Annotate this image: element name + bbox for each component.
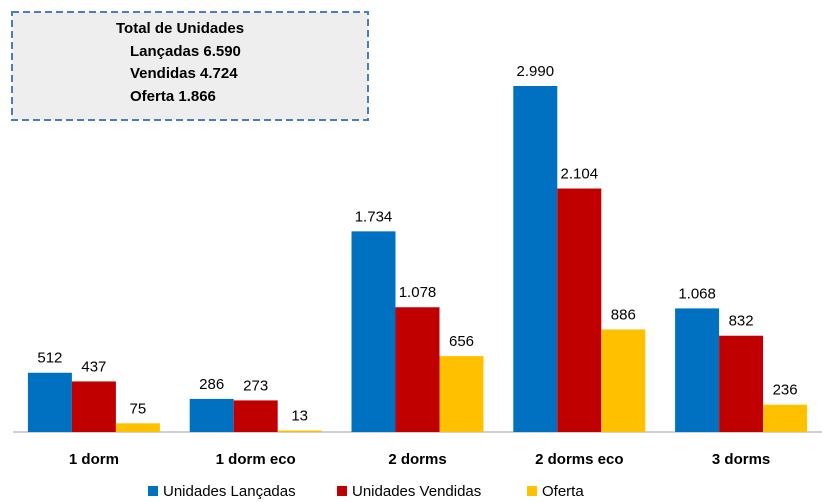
bar [233, 400, 278, 432]
x-tick-label: 1 dorm eco [216, 451, 296, 468]
legend-label: Unidades Vendidas [352, 483, 481, 500]
bar [601, 329, 646, 432]
data-label: 886 [611, 306, 636, 323]
bar [719, 335, 764, 432]
data-label: 1.078 [399, 284, 437, 301]
bar [277, 430, 322, 432]
data-label: 437 [81, 358, 106, 375]
bar [439, 356, 484, 432]
data-label: 1.734 [355, 208, 393, 225]
x-tick-label: 1 dorm [69, 451, 119, 468]
bar [27, 372, 72, 432]
annotation: Oferta 1.866 [130, 88, 216, 105]
x-tick-label: 2 dorms eco [535, 451, 623, 468]
annotation: Vendidas 4.724 [130, 65, 238, 82]
bar [513, 86, 558, 432]
annotation: Lançadas 6.590 [130, 43, 241, 60]
data-label: 75 [130, 400, 147, 417]
legend-label: Oferta [542, 483, 584, 500]
x-tick-label: 3 dorms [712, 451, 770, 468]
annotation: Total de Unidades [116, 20, 244, 37]
legend-label: Unidades Lançadas [163, 483, 296, 500]
data-label: 286 [199, 376, 224, 393]
legend-swatch [337, 486, 347, 496]
data-label: 656 [449, 333, 474, 350]
x-tick-label: 2 dorms [388, 451, 446, 468]
bar [189, 398, 234, 432]
summary-box [11, 11, 369, 121]
data-label: 13 [291, 407, 308, 424]
data-label: 236 [773, 382, 798, 399]
data-label: 273 [243, 377, 268, 394]
data-label: 832 [729, 313, 754, 330]
bar [763, 404, 808, 432]
bar [557, 188, 602, 432]
bar [395, 307, 440, 432]
data-label: 2.104 [561, 165, 599, 182]
data-label: 1.068 [678, 285, 716, 302]
bar [675, 308, 720, 432]
legend-swatch [527, 486, 537, 496]
bar [71, 381, 116, 432]
legend-swatch [148, 486, 158, 496]
bar [115, 423, 160, 432]
bar [351, 231, 396, 432]
data-label: 512 [37, 350, 62, 367]
data-label: 2.990 [517, 63, 555, 80]
